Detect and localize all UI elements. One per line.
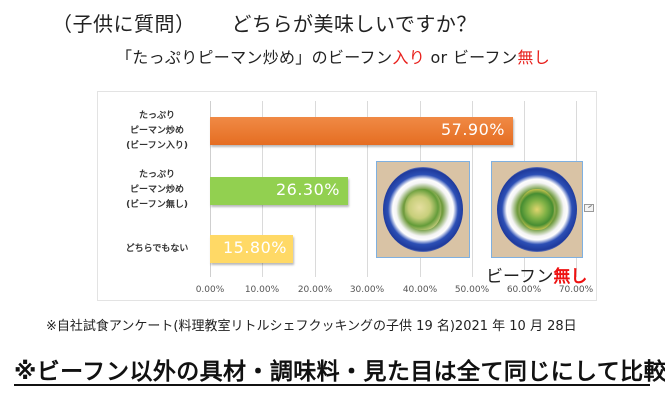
category-line: (ビーフン入り) [126,141,188,151]
category-line: ピーマン炒め [129,185,184,195]
plate-image [497,166,577,253]
food-image [519,188,555,230]
category-line: どちらでもない [125,244,189,254]
underline-divider [14,384,650,386]
gridline-50 [472,101,473,277]
x-tick: 0.00% [195,285,225,295]
title-question: どちらが美味しいですか？ [231,12,477,36]
subtitle-or: or ビーフン [425,48,518,67]
food-image [405,188,441,230]
subtitle-prefix: 「たっぷりピーマン炒め」のビーフン [116,48,393,67]
gridline-30 [367,101,368,277]
category-line: ピーマン炒め [129,126,184,136]
photo-without-bifun [491,161,583,258]
bar-value-label: 26.30% [275,180,340,199]
category-line: (ビーフン無し) [126,200,188,210]
category-label-neither: どちらでもない [102,242,212,257]
category-line: たっぷり [138,111,175,121]
x-tick: 20.00% [297,285,333,295]
subtitle-without: 無し [517,48,550,67]
photo-with-bifun [376,161,470,258]
category-label-with: たっぷり ピーマン炒め (ビーフン入り) [102,109,212,154]
x-tick: 40.00% [402,285,438,295]
x-tick: 50.00% [454,285,490,295]
photo-caption: ビーフン無し [486,262,587,287]
plate-image [382,166,464,253]
x-tick: 30.00% [349,285,385,295]
caption-emphasis: 無し [553,267,588,287]
x-tick: 60.00% [506,285,542,295]
survey-footnote: ※自社試食アンケート(料理教室リトルシェフクッキングの子供 19 名)2021 … [46,319,577,334]
category-label-without: たっぷり ピーマン炒め (ビーフン無し) [102,168,212,213]
x-tick: 10.00% [244,285,280,295]
x-tick: 70.00% [558,285,594,295]
subtitle-with: 入り [392,48,426,67]
layout-options-icon[interactable] [584,204,594,212]
caption-prefix: ビーフン [486,267,554,287]
bar-value-label: 15.80% [222,238,287,257]
bar-without-bifun: 26.30% [210,177,348,205]
bar-value-label: 57.90% [440,120,505,139]
bar-with-bifun: 57.90% [210,117,513,145]
page-title: （子供に質問） どちらが美味しいですか？ [52,8,477,37]
title-question-label: （子供に質問） [52,12,196,36]
bar-neither: 15.80% [210,235,293,263]
comparison-note: ※ビーフン以外の具材・調味料・見た目は全て同じにして比較試食 [14,359,665,385]
category-line: たっぷり [138,170,175,180]
page-subtitle: 「たっぷりピーマン炒め」のビーフン入り or ビーフン無し [116,44,550,68]
